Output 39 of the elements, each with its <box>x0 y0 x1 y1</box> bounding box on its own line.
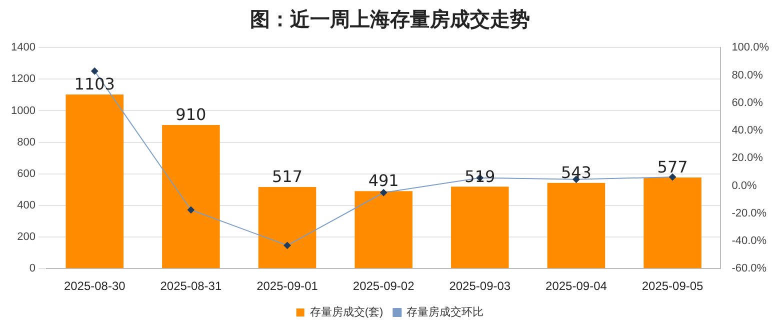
data-label: 517 <box>272 167 303 186</box>
x-tick-label: 2025-09-02 <box>352 279 415 294</box>
y2-tick-label: -40.0% <box>732 235 767 248</box>
y2-tick-label: 100.0% <box>732 42 770 54</box>
y-tick-label: 200 <box>17 231 36 244</box>
y-tick-label: 600 <box>17 168 36 180</box>
x-tick-label: 2025-08-31 <box>160 279 222 294</box>
x-tick-label: 2025-09-05 <box>642 279 704 294</box>
bar <box>354 191 412 268</box>
chart-title: 图：近一周上海存量房成交走势 <box>249 6 531 33</box>
y-tick-label: 1000 <box>10 104 36 117</box>
bar <box>162 124 220 268</box>
x-tick-label: 2025-09-01 <box>256 279 318 294</box>
bar <box>547 182 606 268</box>
y-tick-label: 400 <box>17 199 36 212</box>
x-tick-label: 2025-09-03 <box>449 279 511 294</box>
bar <box>451 186 509 268</box>
y2-tick-label: -60.0% <box>732 262 767 275</box>
y-tick-label: 1400 <box>10 42 36 54</box>
y-tick-label: 800 <box>17 136 36 148</box>
data-label: 543 <box>560 163 592 182</box>
bar <box>258 186 316 268</box>
y2-tick-label: 60.0% <box>732 96 764 109</box>
y-tick-label: 1200 <box>10 73 36 86</box>
y2-tick-label: 20.0% <box>732 152 764 164</box>
bar <box>644 178 702 268</box>
y2-tick-label: 40.0% <box>732 124 764 137</box>
legend-label: 存量房成交环比 <box>406 306 484 319</box>
data-label: 491 <box>368 171 399 190</box>
y2-tick-label: -20.0% <box>732 207 767 220</box>
data-label: 910 <box>176 105 206 124</box>
x-tick-label: 2025-09-04 <box>546 279 608 294</box>
legend-label: 存量房成交(套) <box>310 306 384 319</box>
y2-tick-label: 80.0% <box>732 69 764 82</box>
bar <box>66 94 124 268</box>
data-label: 577 <box>657 158 688 177</box>
x-tick-label: 2025-08-30 <box>64 279 126 294</box>
y2-tick-label: 0.0% <box>732 180 757 192</box>
y-tick-label: 0 <box>29 262 36 275</box>
